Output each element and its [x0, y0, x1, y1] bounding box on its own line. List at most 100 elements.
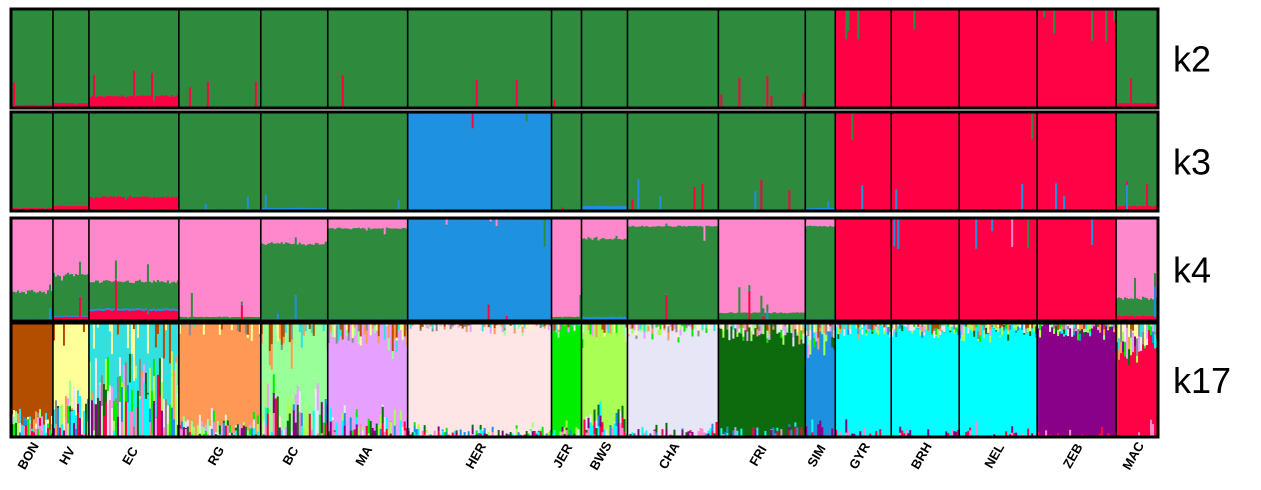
bar-segment: [1017, 9, 1020, 109]
bar-segment: [667, 332, 670, 341]
bar-segment: [194, 9, 198, 108]
bar-segment: [603, 316, 606, 322]
bar-segment: [1128, 112, 1131, 207]
bar-segment: [643, 338, 646, 434]
bar-segment: [957, 218, 960, 322]
bar-segment: [1138, 103, 1141, 109]
bar-segment: [764, 430, 767, 436]
bar-segment: [316, 9, 320, 108]
bar-segment: [114, 9, 118, 97]
bar-segment: [1118, 206, 1121, 212]
bar-segment: [174, 362, 178, 399]
bar-segment: [357, 331, 361, 344]
bar-segment: [762, 316, 765, 322]
bar-segment: [377, 228, 381, 320]
bar-segment: [262, 244, 266, 320]
bar-segment: [140, 95, 144, 109]
bar-segment: [661, 328, 664, 430]
bar-segment: [1128, 103, 1131, 109]
bar-segment: [901, 218, 904, 322]
bar-segment: [216, 316, 220, 321]
bar-segment: [774, 9, 777, 108]
bar-segment: [529, 220, 532, 322]
bar-segment: [445, 9, 448, 109]
bar-segment: [581, 316, 584, 322]
bar-segment: [459, 9, 462, 109]
bar-segment: [663, 9, 666, 109]
bar-segment: [431, 220, 434, 322]
bar-segment: [655, 218, 658, 227]
bar-segment: [1124, 297, 1127, 316]
bar-segment: [750, 331, 753, 342]
bar-segment: [276, 323, 280, 342]
bar-segment: [260, 413, 264, 438]
bar-segment: [132, 426, 136, 438]
bar-segment: [256, 317, 260, 321]
bar-segment: [35, 112, 38, 209]
bar-segment: [649, 218, 652, 228]
bar-segment: [120, 218, 124, 283]
bar-segment: [150, 112, 154, 199]
group-BWS-k3: [581, 112, 628, 212]
bar-segment: [587, 112, 590, 207]
bar-segment: [134, 378, 138, 409]
bar-segment: [693, 323, 696, 329]
bar-segment: [509, 323, 512, 327]
bar-segment: [405, 112, 408, 210]
bar-segment: [477, 433, 480, 438]
bar-segment: [979, 112, 982, 212]
bar-segment: [501, 327, 504, 333]
bar-segment: [45, 9, 48, 106]
bar-segment: [190, 323, 194, 422]
bar-segment: [493, 323, 496, 329]
bar-segment: [176, 218, 180, 281]
bar-segment: [1035, 9, 1038, 109]
bar-segment: [278, 243, 282, 320]
bar-segment: [732, 338, 735, 431]
bar-segment: [515, 428, 518, 436]
bar-segment: [186, 419, 190, 427]
bar-segment: [565, 323, 568, 421]
bar-segment: [821, 112, 824, 209]
bar-segment: [276, 242, 280, 315]
bar-segment: [553, 430, 556, 431]
bar-segment: [961, 218, 964, 322]
bar-segment: [78, 395, 82, 419]
bar-segment: [29, 112, 32, 209]
bar-segment: [419, 219, 422, 322]
bar-segment: [1120, 316, 1123, 322]
bar-segment: [798, 9, 801, 108]
bar-segment: [720, 328, 723, 429]
bar-segment: [296, 9, 300, 108]
bar-segment: [805, 218, 808, 227]
bar-segment: [1134, 277, 1137, 318]
bar-segment: [164, 95, 168, 109]
bar-segment: [744, 9, 747, 108]
bar-segment: [825, 112, 828, 209]
bar-segment: [923, 9, 926, 109]
bar-segment: [246, 316, 250, 321]
bar-segment: [66, 205, 70, 211]
bar-segment: [807, 9, 810, 108]
bar-segment: [1053, 9, 1056, 34]
group-BRH-k3: [891, 112, 960, 212]
bar-segment: [278, 338, 282, 417]
bar-segment: [1071, 218, 1074, 322]
bar-segment: [182, 9, 186, 108]
bar-segment: [120, 310, 124, 322]
bar-segment: [724, 218, 727, 314]
bar-segment: [734, 323, 737, 329]
bar-segment: [138, 308, 142, 311]
bar-segment: [80, 424, 84, 435]
bar-segment: [168, 198, 172, 210]
bar-segment: [318, 112, 322, 209]
bar-segment: [68, 112, 72, 207]
bar-segment: [915, 9, 918, 109]
bar-segment: [517, 323, 520, 330]
bar-segment: [367, 323, 371, 420]
bar-segment: [176, 196, 180, 210]
bar-segment: [427, 326, 430, 329]
bar-segment: [58, 323, 62, 407]
bar-segment: [742, 112, 745, 211]
bar-segment: [347, 228, 351, 320]
